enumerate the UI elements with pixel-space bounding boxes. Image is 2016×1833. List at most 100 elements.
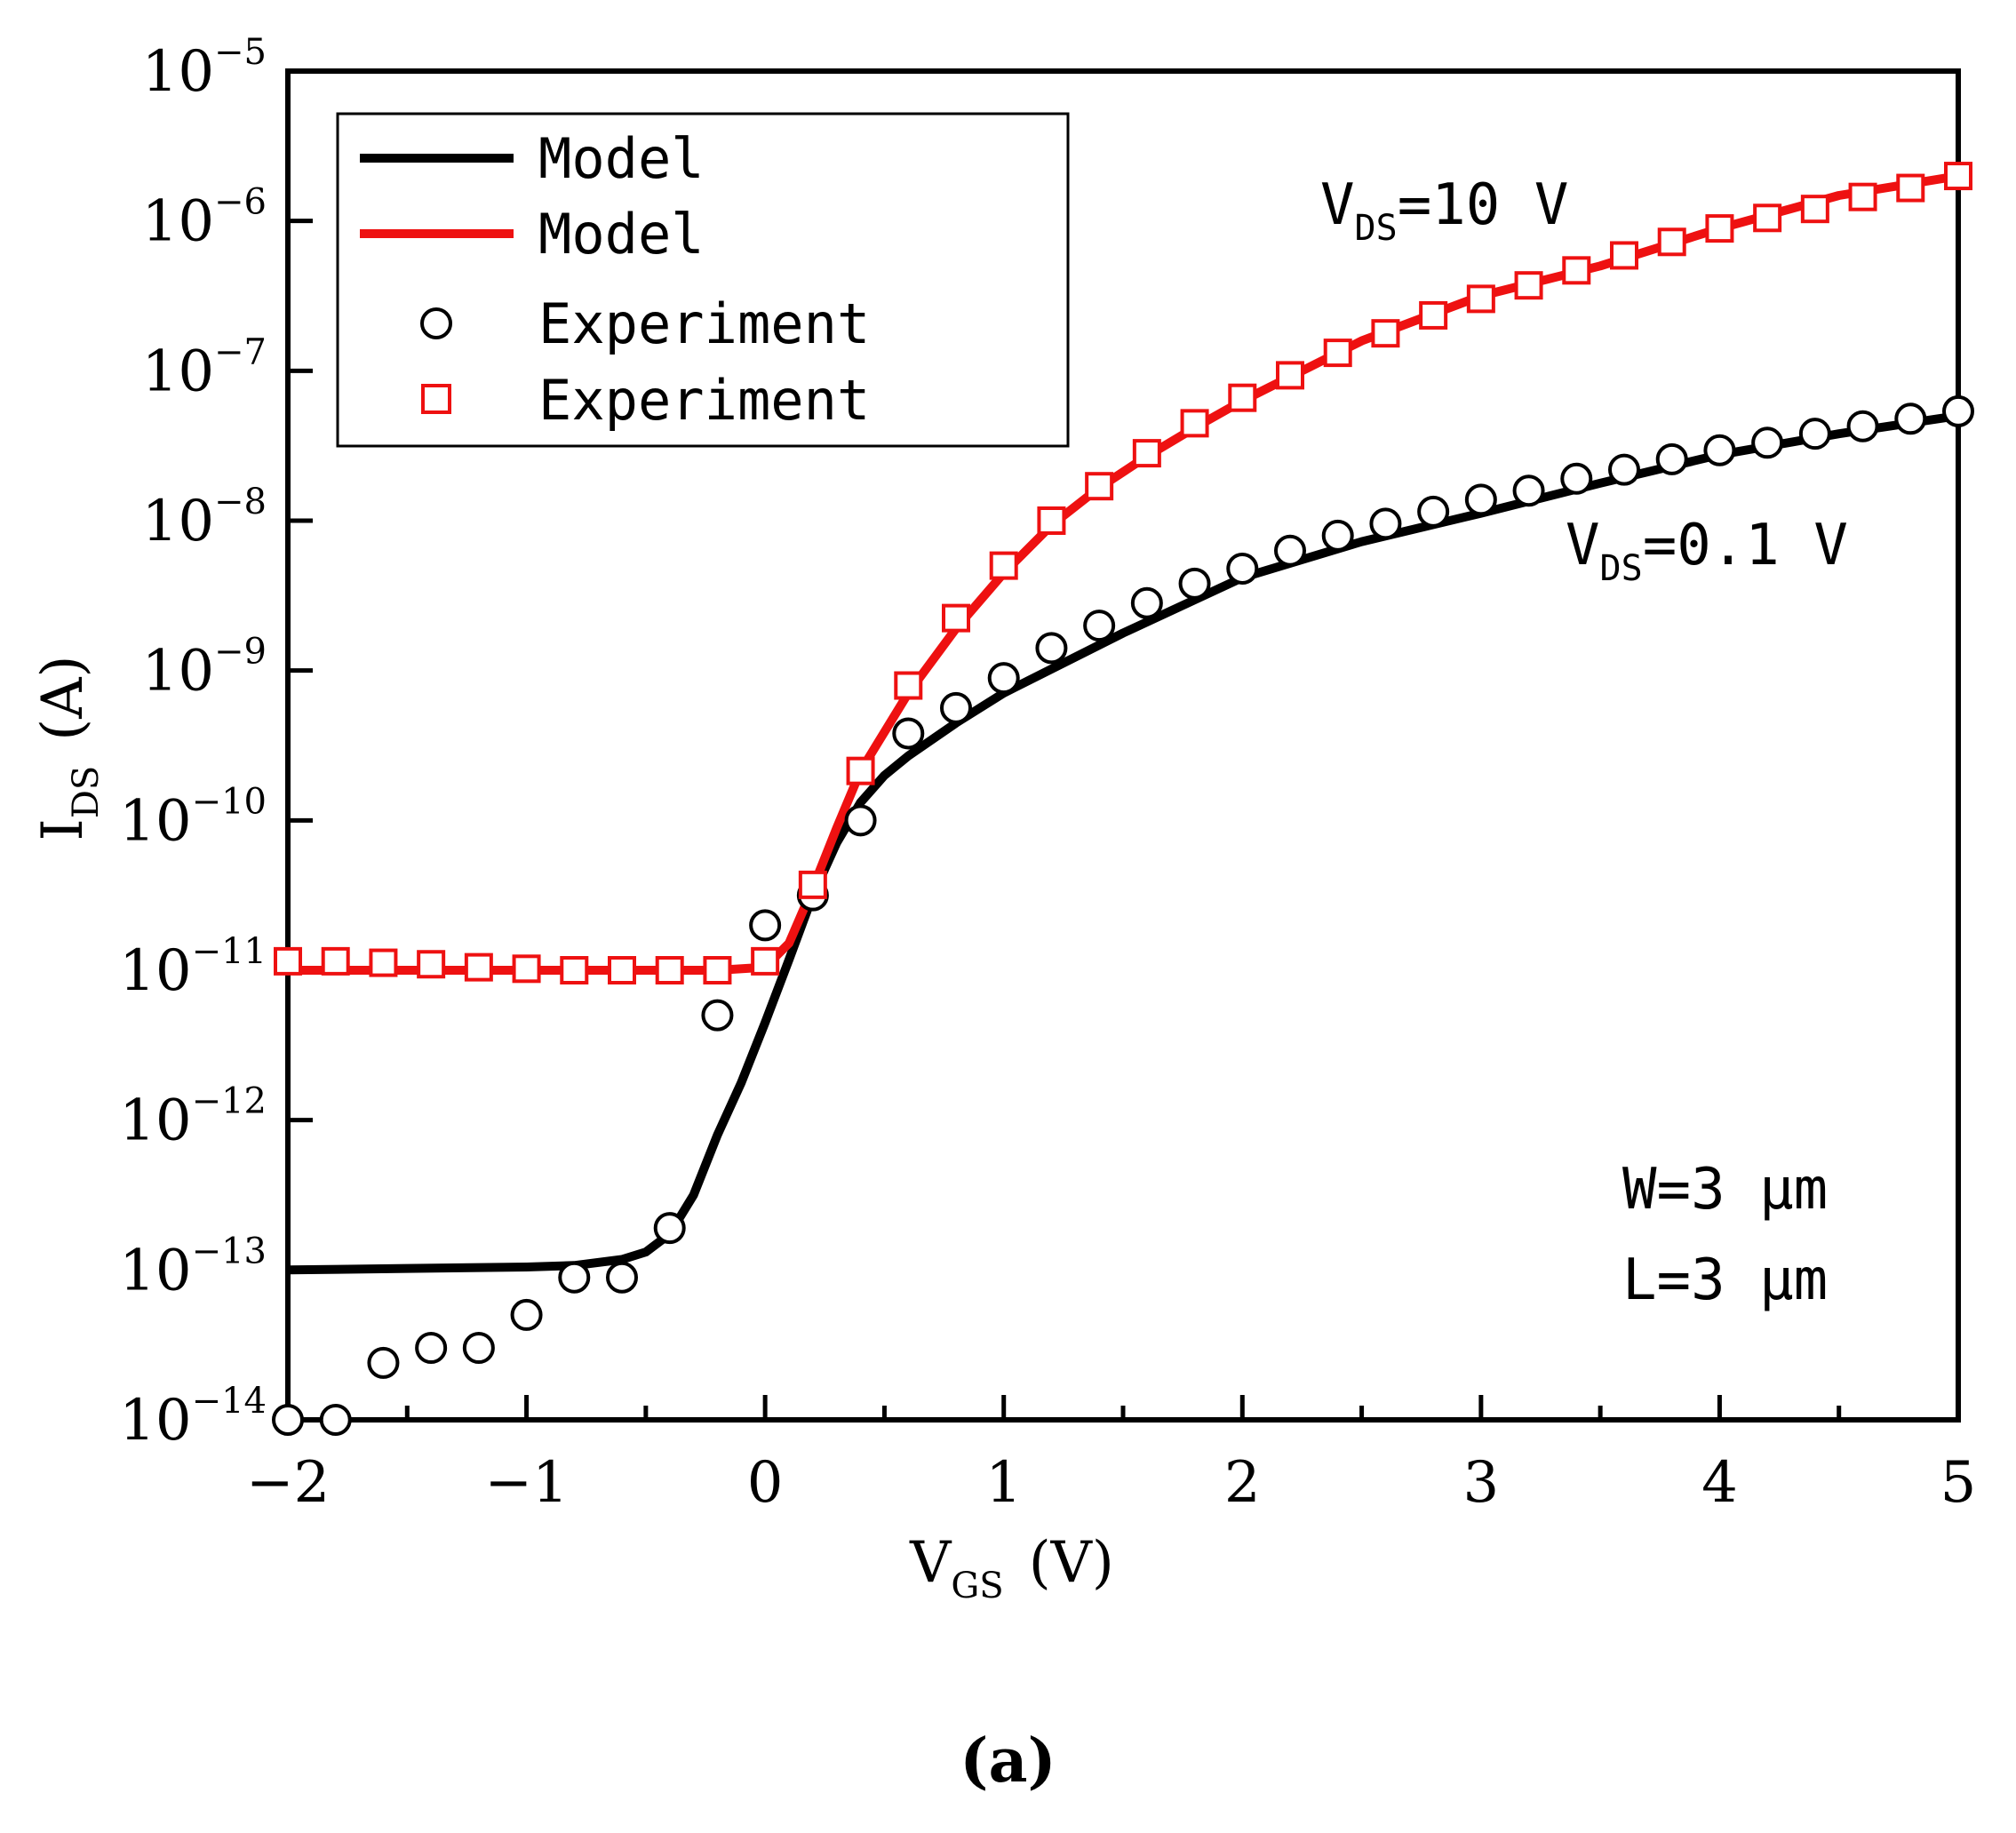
experiment-point-square xyxy=(751,946,780,976)
x-axis-ticks: −2 −1 0 1 2 3 4 5 xyxy=(246,1395,1977,1516)
legend-experiment-black-label: Experiment xyxy=(538,291,870,356)
experiment-point-circle xyxy=(701,999,734,1032)
y-tick-label: 10−10 xyxy=(119,781,267,854)
experiment-point-square xyxy=(1323,339,1352,368)
experiment-point-square xyxy=(1419,300,1448,330)
experiment-point-circle xyxy=(1417,495,1450,528)
experiment-point-square xyxy=(1610,241,1638,270)
y-tick-label: 10−7 xyxy=(142,331,267,404)
experiment-point-square xyxy=(1896,173,1925,203)
x-tick-label: 4 xyxy=(1701,1450,1738,1516)
y-tick-label: 10−5 xyxy=(142,32,267,105)
experiment-point-circle xyxy=(1608,453,1640,486)
experiment-point-square xyxy=(846,756,875,785)
panel-label: (a) xyxy=(960,1725,1056,1797)
experiment-point-square xyxy=(655,956,684,984)
y-tick-label: 10−9 xyxy=(142,632,267,705)
experiment-point-circle xyxy=(1130,586,1163,619)
experiment-point-circle xyxy=(1512,474,1545,507)
experiment-point-circle xyxy=(558,1261,591,1294)
experiment-point-circle xyxy=(606,1261,638,1294)
x-tick-label: −1 xyxy=(484,1450,568,1516)
experiment-point-circle xyxy=(940,691,972,724)
experiment-point-circle xyxy=(1942,394,1974,427)
experiment-point-square xyxy=(1848,182,1877,211)
experiment-point-square xyxy=(464,952,493,982)
experiment-point-square xyxy=(1657,227,1686,257)
experiment-point-square xyxy=(1562,256,1591,285)
experiment-point-circle xyxy=(510,1298,543,1331)
experiment-point-square xyxy=(894,671,923,700)
legend-experiment-red-label: Experiment xyxy=(538,368,870,433)
x-tick-label: 5 xyxy=(1940,1450,1977,1516)
experiment-point-square xyxy=(1944,162,1972,191)
experiment-point-square xyxy=(942,603,970,633)
experiment-point-square xyxy=(417,950,446,979)
x-tick-label: 2 xyxy=(1224,1450,1261,1516)
experiment-point-square xyxy=(1132,439,1161,468)
y-tick-label: 10−8 xyxy=(142,482,267,554)
experiment-point-square xyxy=(608,956,636,984)
experiment-point-circle xyxy=(1798,418,1831,450)
y-tick-label: 10−14 xyxy=(119,1381,267,1454)
x-axis-title: VGS (V) xyxy=(909,1530,1114,1606)
experiment-point-circle xyxy=(1464,483,1497,516)
experiment-point-circle xyxy=(844,804,877,837)
marker-layer xyxy=(272,162,1974,1436)
experiment-point-circle xyxy=(1321,519,1354,552)
x-tick-label: 0 xyxy=(747,1450,784,1516)
experiment-point-circle xyxy=(1703,434,1736,466)
y-tick-label: 10−6 xyxy=(142,182,267,255)
x-tick-label: 3 xyxy=(1462,1450,1499,1516)
experiment-point-circle xyxy=(415,1332,448,1365)
experiment-point-circle xyxy=(749,909,782,942)
experiment-point-circle xyxy=(987,662,1020,695)
y-axis-title: IDS(A) xyxy=(30,656,107,841)
legend-model-red-label: Model xyxy=(538,202,705,267)
experiment-point-circle xyxy=(1083,610,1116,642)
experiment-point-square xyxy=(1085,472,1114,501)
experiment-point-circle xyxy=(462,1332,495,1365)
experiment-point-circle xyxy=(1369,507,1402,540)
experiment-point-square xyxy=(1276,361,1304,390)
experiment-point-circle xyxy=(1178,567,1211,600)
experiment-point-square xyxy=(560,956,589,984)
experiment-point-circle xyxy=(319,1404,352,1436)
experiment-point-square xyxy=(274,946,302,976)
experiment-point-square xyxy=(369,948,398,977)
experiment-point-square xyxy=(1037,506,1066,535)
experiment-point-circle xyxy=(272,1404,304,1436)
experiment-point-circle xyxy=(1655,442,1688,475)
experiment-point-square xyxy=(321,946,350,976)
annotation-length: L=3 μm xyxy=(1622,1247,1828,1313)
experiment-point-circle xyxy=(1751,426,1784,459)
experiment-point-circle xyxy=(1226,552,1259,585)
experiment-point-circle xyxy=(1035,632,1068,665)
experiment-point-circle xyxy=(1560,462,1593,495)
y-axis-ticks: 10−14 10−13 10−12 10−11 10−10 10−9 10−8 10−7 10−… xyxy=(119,32,313,1454)
experiment-point-circle xyxy=(892,717,925,750)
experiment-point-circle xyxy=(653,1212,686,1245)
experiment-point-square xyxy=(1705,214,1734,243)
annotation-width: W=3 μm xyxy=(1622,1157,1828,1223)
experiment-point-square xyxy=(1228,383,1257,412)
legend-experiment-square-icon xyxy=(421,384,451,414)
experiment-point-square xyxy=(512,954,541,984)
annotation-vds-high: VDS=10 V xyxy=(1320,172,1568,249)
x-tick-label: −2 xyxy=(246,1450,330,1516)
experiment-point-circle xyxy=(1274,534,1306,567)
y-tick-label: 10−12 xyxy=(119,1081,267,1154)
experiment-point-square xyxy=(1180,409,1209,438)
experiment-point-circle xyxy=(1846,410,1879,442)
experiment-point-square xyxy=(1800,195,1829,224)
experiment-point-square xyxy=(1514,271,1543,300)
experiment-point-square xyxy=(1466,284,1495,314)
experiment-point-circle xyxy=(1894,402,1927,435)
x-tick-label: 1 xyxy=(985,1450,1022,1516)
experiment-point-square xyxy=(798,870,827,899)
experiment-point-square xyxy=(703,956,732,984)
experiment-point-square xyxy=(1753,203,1782,233)
experiment-point-circle xyxy=(367,1346,400,1379)
legend-experiment-circle-icon xyxy=(420,307,452,339)
